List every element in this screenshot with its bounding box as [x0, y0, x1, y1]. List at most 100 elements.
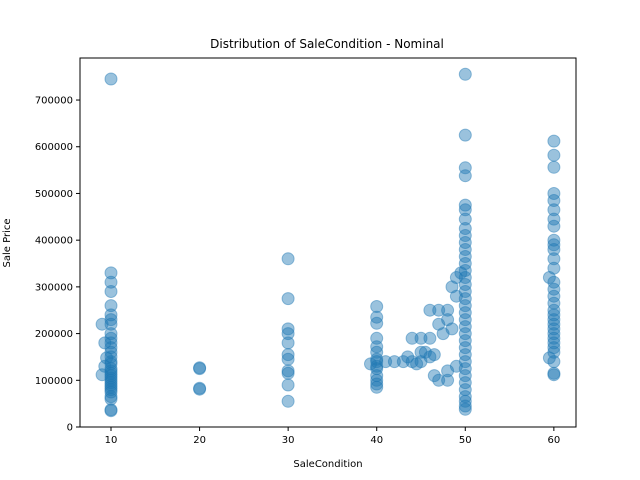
data-point	[458, 320, 472, 334]
data-point	[445, 280, 459, 294]
data-point	[104, 362, 118, 376]
data-point	[458, 203, 472, 217]
data-point	[547, 275, 561, 289]
data-point	[104, 355, 118, 369]
data-point	[104, 317, 118, 331]
data-point	[405, 355, 419, 369]
data-point	[193, 362, 207, 376]
data-point	[458, 355, 472, 369]
chart-title: Distribution of SaleCondition - Nominal	[210, 37, 444, 51]
data-point	[547, 134, 561, 148]
x-tick-label: 20	[193, 435, 206, 446]
data-point	[104, 350, 118, 364]
data-point	[547, 327, 561, 341]
data-point	[104, 366, 118, 380]
data-point	[449, 359, 463, 373]
y-tick-label: 0	[67, 423, 73, 434]
plot-frame	[79, 57, 577, 428]
data-point	[379, 355, 393, 369]
data-point	[432, 303, 446, 317]
data-point	[449, 271, 463, 284]
data-point	[458, 383, 472, 397]
data-point	[458, 161, 472, 175]
data-point	[441, 373, 455, 387]
data-point	[281, 322, 295, 336]
data-point	[423, 303, 437, 317]
data-point	[370, 316, 384, 330]
data-point	[458, 390, 472, 404]
data-point	[401, 350, 415, 364]
data-point	[547, 238, 561, 252]
data-point	[441, 364, 455, 378]
y-axis-label: Sale Price	[2, 219, 13, 268]
data-point	[458, 243, 472, 256]
data-point	[458, 169, 472, 183]
data-point	[281, 366, 295, 380]
data-point	[104, 369, 118, 383]
data-point	[281, 394, 295, 408]
data-point	[370, 373, 384, 387]
y-tick-label: 700000	[35, 96, 73, 107]
data-point	[418, 345, 432, 359]
data-point	[547, 282, 561, 296]
data-point	[547, 219, 561, 233]
data-point	[370, 300, 384, 313]
data-point	[458, 341, 472, 355]
data-point	[547, 368, 561, 382]
data-point	[432, 373, 446, 387]
data-point	[104, 341, 118, 355]
data-point	[458, 257, 472, 270]
x-axis-ticks: 10 20 30 40 50 60	[105, 427, 560, 446]
data-point	[104, 383, 118, 397]
data-point	[458, 399, 472, 413]
data-point	[547, 289, 561, 303]
data-point	[193, 361, 207, 375]
data-point	[458, 229, 472, 242]
data-point	[104, 299, 118, 313]
data-point	[104, 403, 118, 417]
data-point	[547, 331, 561, 345]
data-point	[370, 359, 384, 373]
data-point	[98, 359, 112, 373]
data-point	[427, 348, 441, 362]
data-point	[547, 355, 561, 369]
y-tick-label: 300000	[35, 282, 73, 293]
data-point	[436, 327, 450, 341]
y-tick-label: 200000	[35, 329, 73, 340]
data-point	[547, 308, 561, 322]
data-point	[454, 266, 468, 280]
data-point	[547, 212, 561, 226]
data-point	[547, 345, 561, 359]
data-point	[104, 72, 118, 86]
data-point	[547, 366, 561, 380]
data-point	[104, 275, 118, 289]
y-axis-ticks: 0 100000 200000 300000 400000 500000 600000 700…	[35, 96, 80, 434]
data-point	[449, 289, 463, 303]
data-point	[104, 380, 118, 394]
data-point	[281, 352, 295, 366]
data-point	[104, 376, 118, 390]
data-point	[370, 331, 384, 345]
data-point	[281, 327, 295, 341]
x-axis-label: SaleCondition	[293, 459, 362, 470]
data-point	[458, 271, 472, 284]
y-tick-label: 600000	[35, 142, 73, 153]
data-point	[100, 351, 114, 365]
data-point	[441, 313, 455, 327]
data-point	[193, 382, 207, 396]
data-point	[405, 331, 419, 345]
data-point	[281, 378, 295, 392]
data-point	[458, 222, 472, 235]
data-point	[281, 252, 295, 266]
data-point	[445, 322, 459, 336]
x-tick-label: 40	[370, 435, 383, 446]
data-point	[423, 331, 437, 345]
data-point	[104, 392, 118, 406]
x-tick-label: 60	[547, 435, 560, 446]
data-point	[542, 271, 556, 284]
data-point	[432, 317, 446, 331]
data-point	[423, 350, 437, 364]
data-point	[104, 331, 118, 345]
data-point	[370, 355, 384, 369]
